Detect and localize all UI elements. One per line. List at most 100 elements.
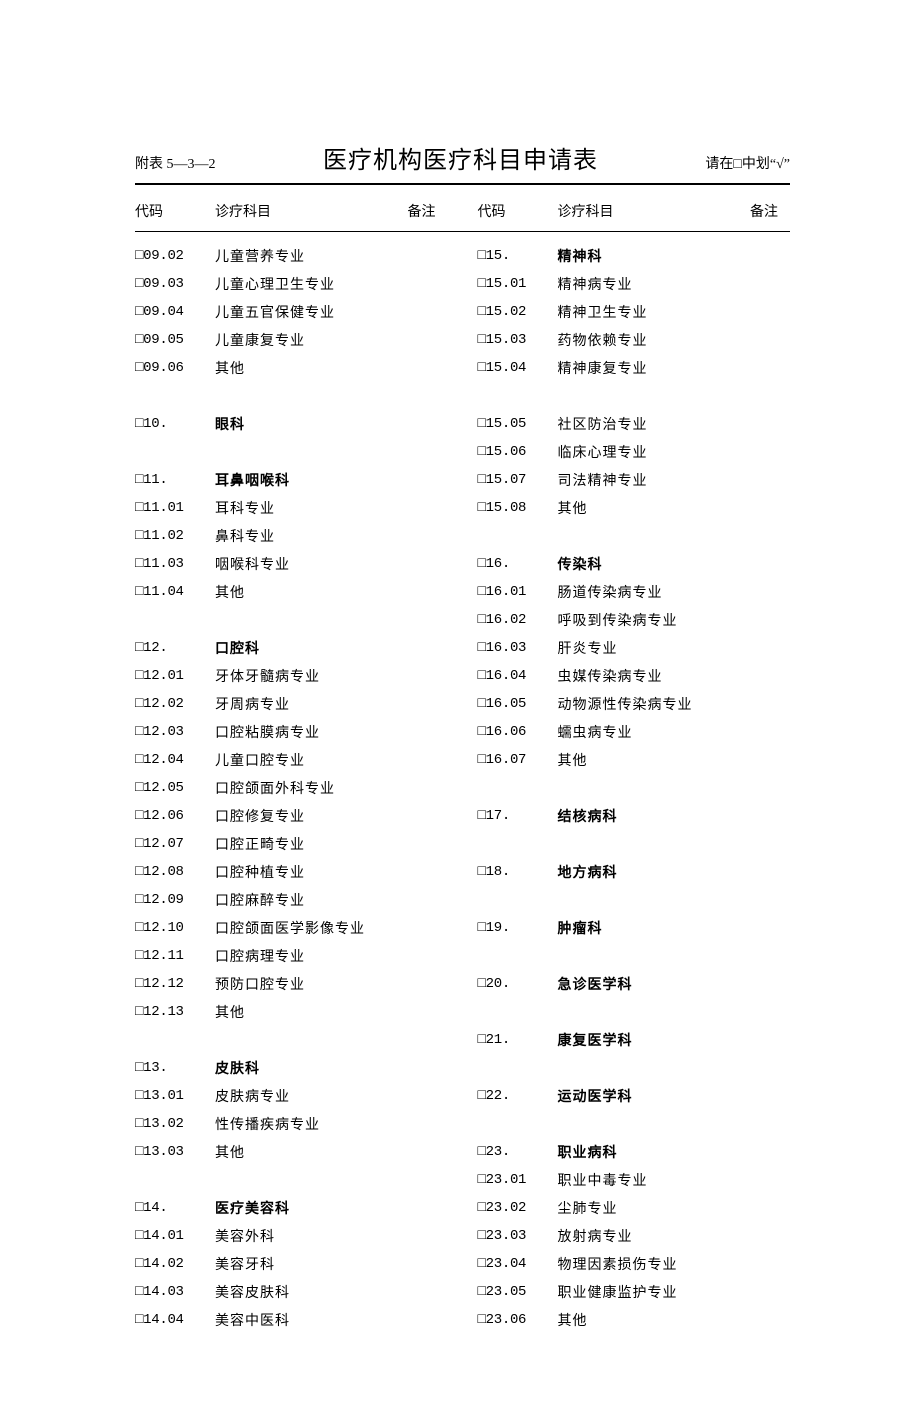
checkbox[interactable]: □ — [478, 1284, 486, 1300]
code-cell: □12.01 — [135, 668, 215, 684]
checkbox[interactable]: □ — [135, 528, 143, 544]
subject-cell: 传染科 — [558, 554, 751, 574]
checkbox[interactable]: □ — [478, 1256, 486, 1272]
subject-cell: 耳科专业 — [215, 498, 408, 518]
checkbox[interactable]: □ — [135, 360, 143, 376]
checkbox[interactable]: □ — [135, 1284, 143, 1300]
checkbox[interactable]: □ — [135, 1144, 143, 1160]
subject-cell: 社区防治专业 — [558, 414, 751, 434]
checkbox[interactable]: □ — [478, 556, 486, 572]
checkbox[interactable]: □ — [135, 920, 143, 936]
checkbox[interactable]: □ — [135, 724, 143, 740]
subject-cell: 皮肤病专业 — [215, 1086, 408, 1106]
th-subject: 诊疗科目 — [215, 201, 408, 221]
subject-cell: 性传播疾病专业 — [215, 1114, 408, 1134]
subject-cell: 精神卫生专业 — [558, 302, 751, 322]
checkbox[interactable]: □ — [478, 360, 486, 376]
checkbox[interactable]: □ — [478, 920, 486, 936]
checkbox[interactable]: □ — [135, 640, 143, 656]
checkbox[interactable]: □ — [135, 864, 143, 880]
checkbox[interactable]: □ — [478, 724, 486, 740]
checkbox[interactable]: □ — [135, 472, 143, 488]
code-text: 11.01 — [143, 500, 184, 516]
subject-cell: 口腔粘膜病专业 — [215, 722, 408, 742]
code-text: 09.06 — [143, 360, 184, 376]
code-cell: □09.04 — [135, 304, 215, 320]
checkbox[interactable]: □ — [478, 1200, 486, 1216]
code-cell: □14.01 — [135, 1228, 215, 1244]
checkbox[interactable]: □ — [478, 612, 486, 628]
checkbox[interactable]: □ — [135, 668, 143, 684]
checkbox[interactable]: □ — [478, 332, 486, 348]
checkbox[interactable]: □ — [135, 304, 143, 320]
checkbox[interactable]: □ — [478, 1144, 486, 1160]
checkbox[interactable]: □ — [135, 1060, 143, 1076]
checkbox[interactable]: □ — [478, 584, 486, 600]
table-row: □21.康复医学科 — [478, 1026, 791, 1054]
code-cell: □15.04 — [478, 360, 558, 376]
subject-cell: 其他 — [215, 358, 408, 378]
checkbox[interactable]: □ — [478, 1228, 486, 1244]
checkbox[interactable]: □ — [478, 864, 486, 880]
checkbox[interactable]: □ — [478, 276, 486, 292]
checkbox[interactable]: □ — [478, 752, 486, 768]
checkbox[interactable]: □ — [478, 416, 486, 432]
checkbox[interactable]: □ — [478, 668, 486, 684]
checkbox[interactable]: □ — [135, 780, 143, 796]
checkbox[interactable]: □ — [478, 696, 486, 712]
checkbox[interactable]: □ — [135, 976, 143, 992]
table-row: □09.05儿童康复专业 — [135, 326, 448, 354]
checkbox[interactable]: □ — [135, 556, 143, 572]
checkbox[interactable]: □ — [478, 1312, 486, 1328]
subject-cell: 鼻科专业 — [215, 526, 408, 546]
checkbox[interactable]: □ — [478, 1172, 486, 1188]
code-cell: □11.03 — [135, 556, 215, 572]
code-cell: □13.02 — [135, 1116, 215, 1132]
checkbox[interactable]: □ — [135, 808, 143, 824]
subject-cell: 运动医学科 — [558, 1086, 751, 1106]
checkbox[interactable]: □ — [135, 276, 143, 292]
table-row: □11.耳鼻咽喉科 — [135, 466, 448, 494]
checkbox[interactable]: □ — [135, 1256, 143, 1272]
checkbox[interactable]: □ — [478, 1032, 486, 1048]
checkbox[interactable]: □ — [478, 976, 486, 992]
checkbox[interactable]: □ — [478, 808, 486, 824]
checkbox[interactable]: □ — [135, 696, 143, 712]
table-row: □12.04儿童口腔专业 — [135, 746, 448, 774]
code-text: 12.12 — [143, 976, 184, 992]
checkbox[interactable]: □ — [478, 640, 486, 656]
table-row: □14.04美容中医科 — [135, 1306, 448, 1334]
code-cell: □12. — [135, 640, 215, 656]
checkbox[interactable]: □ — [135, 248, 143, 264]
checkbox[interactable]: □ — [135, 1200, 143, 1216]
checkbox[interactable]: □ — [478, 444, 486, 460]
table-row: □15.03药物依赖专业 — [478, 326, 791, 354]
code-cell: □13. — [135, 1060, 215, 1076]
table-row: □15.04精神康复专业 — [478, 354, 791, 382]
checkbox[interactable]: □ — [135, 1088, 143, 1104]
checkbox[interactable]: □ — [135, 892, 143, 908]
checkbox[interactable]: □ — [135, 332, 143, 348]
code-cell: □15.02 — [478, 304, 558, 320]
code-cell: □14.04 — [135, 1312, 215, 1328]
checkbox[interactable]: □ — [135, 500, 143, 516]
subject-cell: 儿童心理卫生专业 — [215, 274, 408, 294]
checkbox[interactable]: □ — [135, 836, 143, 852]
checkbox[interactable]: □ — [478, 472, 486, 488]
checkbox[interactable]: □ — [478, 500, 486, 516]
checkbox[interactable]: □ — [478, 1088, 486, 1104]
code-cell: □15.05 — [478, 416, 558, 432]
checkbox[interactable]: □ — [135, 416, 143, 432]
checkbox[interactable]: □ — [135, 752, 143, 768]
checkbox[interactable]: □ — [135, 1004, 143, 1020]
checkbox[interactable]: □ — [135, 948, 143, 964]
checkbox[interactable]: □ — [478, 304, 486, 320]
checkbox[interactable]: □ — [135, 584, 143, 600]
checkbox[interactable]: □ — [135, 1312, 143, 1328]
checkbox[interactable]: □ — [135, 1116, 143, 1132]
checkbox[interactable]: □ — [478, 248, 486, 264]
code-text: 15.04 — [486, 360, 527, 376]
checkbox[interactable]: □ — [135, 1228, 143, 1244]
code-cell: □13.03 — [135, 1144, 215, 1160]
table-row: □11.03咽喉科专业 — [135, 550, 448, 578]
